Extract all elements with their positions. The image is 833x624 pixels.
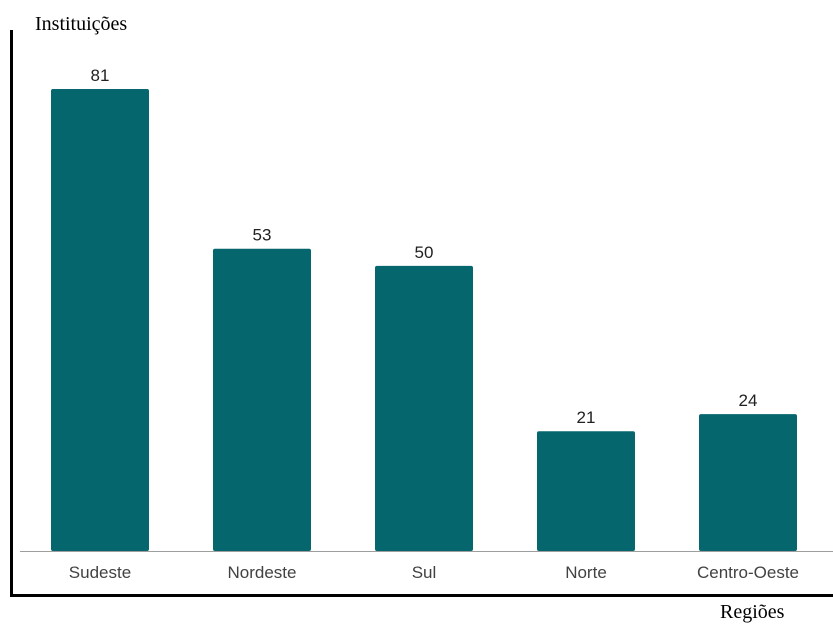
x-tick-label-0: Sudeste: [69, 563, 131, 582]
value-label-0: 81: [91, 66, 110, 85]
value-label-3: 21: [577, 408, 596, 427]
bar-4: [699, 414, 797, 551]
bars-group: [51, 89, 797, 551]
x-tick-labels-group: Sudeste Nordeste Sul Norte Centro-Oeste: [69, 563, 799, 582]
value-label-2: 50: [415, 243, 434, 262]
x-tick-label-2: Sul: [412, 563, 437, 582]
y-axis-label: Instituições: [35, 13, 127, 35]
x-tick-label-4: Centro-Oeste: [697, 563, 799, 582]
bar-0: [51, 89, 149, 551]
x-tick-label-1: Nordeste: [228, 563, 297, 582]
x-axis-label: Regiões: [720, 601, 785, 623]
bar-2: [375, 265, 473, 551]
bar-3: [537, 431, 635, 551]
value-labels-group: 81 53 50 21 24: [91, 66, 758, 427]
x-tick-label-3: Norte: [565, 563, 607, 582]
value-label-1: 53: [253, 226, 272, 245]
bar-1: [213, 248, 311, 551]
value-label-4: 24: [739, 391, 758, 410]
